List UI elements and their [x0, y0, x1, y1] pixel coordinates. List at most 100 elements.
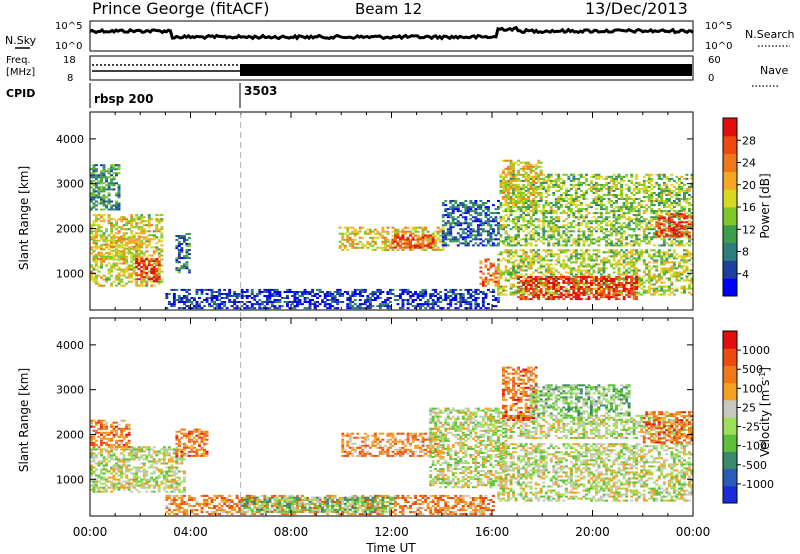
heatmap-cell [585, 251, 588, 254]
heatmap-cell [504, 187, 508, 190]
heatmap-cell [617, 263, 621, 266]
heatmap-cell [421, 305, 425, 308]
heatmap-cell [662, 263, 666, 266]
heatmap-cell [612, 255, 616, 258]
heatmap-cell [429, 297, 433, 299]
heatmap-cell [90, 176, 93, 179]
heatmap-cell [539, 293, 543, 296]
heatmap-cell [579, 255, 583, 258]
heatmap-cell [157, 256, 161, 259]
heatmap-cell [542, 208, 546, 211]
heatmap-cell [650, 238, 654, 241]
heatmap-cell [507, 183, 510, 186]
heatmap-cell [524, 280, 528, 282]
heatmap-cell [547, 179, 551, 182]
heatmap-cell [590, 230, 593, 233]
heatmap-cell [348, 307, 352, 310]
heatmap-cell [670, 275, 674, 278]
heatmap-cell [655, 212, 659, 215]
heatmap-cell [514, 222, 518, 225]
heatmap-cell [512, 285, 515, 288]
heatmap-cell [381, 240, 385, 243]
heatmap-cell [625, 263, 629, 266]
heatmap-cell [97, 192, 101, 195]
heatmap-cell [582, 198, 586, 200]
heatmap-cell [451, 200, 455, 202]
heatmap-cell [582, 276, 586, 278]
heatmap-cell [502, 210, 505, 213]
heatmap-cell [376, 232, 380, 235]
heatmap-cell [479, 206, 483, 209]
heatmap-cell [215, 305, 219, 308]
heatmap-cell [504, 289, 508, 292]
heatmap-cell [137, 237, 141, 240]
heatmap-cell [487, 206, 490, 209]
heatmap-cell [431, 293, 435, 295]
heatmap-cell [627, 185, 631, 188]
heatmap-cell [366, 246, 370, 249]
heatmap-cell [547, 204, 551, 207]
heatmap-cell [642, 218, 646, 221]
heatmap-cell [386, 303, 390, 306]
heatmap-cell [519, 249, 523, 252]
heatmap-cell [177, 301, 181, 303]
heatmap-cell [559, 187, 563, 190]
heatmap-cell [574, 183, 578, 186]
heatmap-cell [404, 226, 407, 229]
heatmap-cell [431, 240, 435, 243]
heatmap-cell [572, 177, 576, 180]
heatmap-cell [607, 290, 611, 293]
heatmap-cell [110, 188, 113, 191]
heatmap-cell [446, 230, 450, 233]
heatmap-cell [544, 271, 548, 274]
heatmap-cell [680, 255, 684, 258]
heatmap-cell [537, 282, 541, 284]
heatmap-cell [137, 274, 141, 277]
heatmap-cell [421, 232, 425, 235]
heatmap-cell [640, 200, 644, 202]
heatmap-cell [132, 268, 136, 271]
heatmap-cell [396, 248, 400, 251]
heatmap-cell [102, 182, 106, 185]
heatmap-cell [562, 277, 566, 280]
heatmap-cell [577, 210, 581, 213]
heatmap-cell [647, 206, 651, 209]
heatmap-cell [107, 253, 111, 256]
heatmap-cell [223, 301, 227, 303]
heatmap-cell [597, 228, 601, 231]
heatmap-cell [585, 287, 588, 290]
heatmap-cell [313, 305, 317, 308]
heatmap-cell [499, 287, 503, 290]
heatmap-cell [612, 259, 616, 262]
heatmap-cell [587, 244, 591, 247]
heatmap-cell [532, 228, 536, 231]
heatmap-cell [577, 238, 581, 241]
heatmap-cell [605, 216, 608, 219]
heatmap-cell [185, 301, 189, 303]
heatmap-cell [245, 307, 249, 310]
heatmap-cell [499, 226, 503, 229]
heatmap-cell [509, 267, 513, 270]
heatmap-cell [665, 277, 669, 280]
heatmap-cell [208, 288, 211, 291]
heatmap-cell [130, 274, 134, 277]
heatmap-cell [622, 253, 626, 256]
heatmap-cell [92, 230, 96, 233]
heatmap-cell [110, 206, 113, 209]
heatmap-cell [595, 280, 598, 282]
heatmap-cell [532, 212, 536, 215]
heatmap-cell [557, 290, 561, 293]
heatmap-cell [612, 214, 616, 217]
heatmap-cell [617, 290, 621, 293]
heatmap-cell [434, 291, 438, 293]
heatmap-cell [208, 305, 211, 308]
heatmap-cell [675, 279, 679, 282]
heatmap-cell [469, 240, 473, 243]
heatmap-cell [150, 278, 154, 281]
heatmap-cell [600, 280, 603, 282]
heatmap-cell [132, 226, 136, 229]
heatmap-cell [597, 279, 601, 282]
heatmap-cell [296, 297, 299, 299]
heatmap-cell [527, 280, 531, 282]
heatmap-cell [662, 255, 666, 258]
